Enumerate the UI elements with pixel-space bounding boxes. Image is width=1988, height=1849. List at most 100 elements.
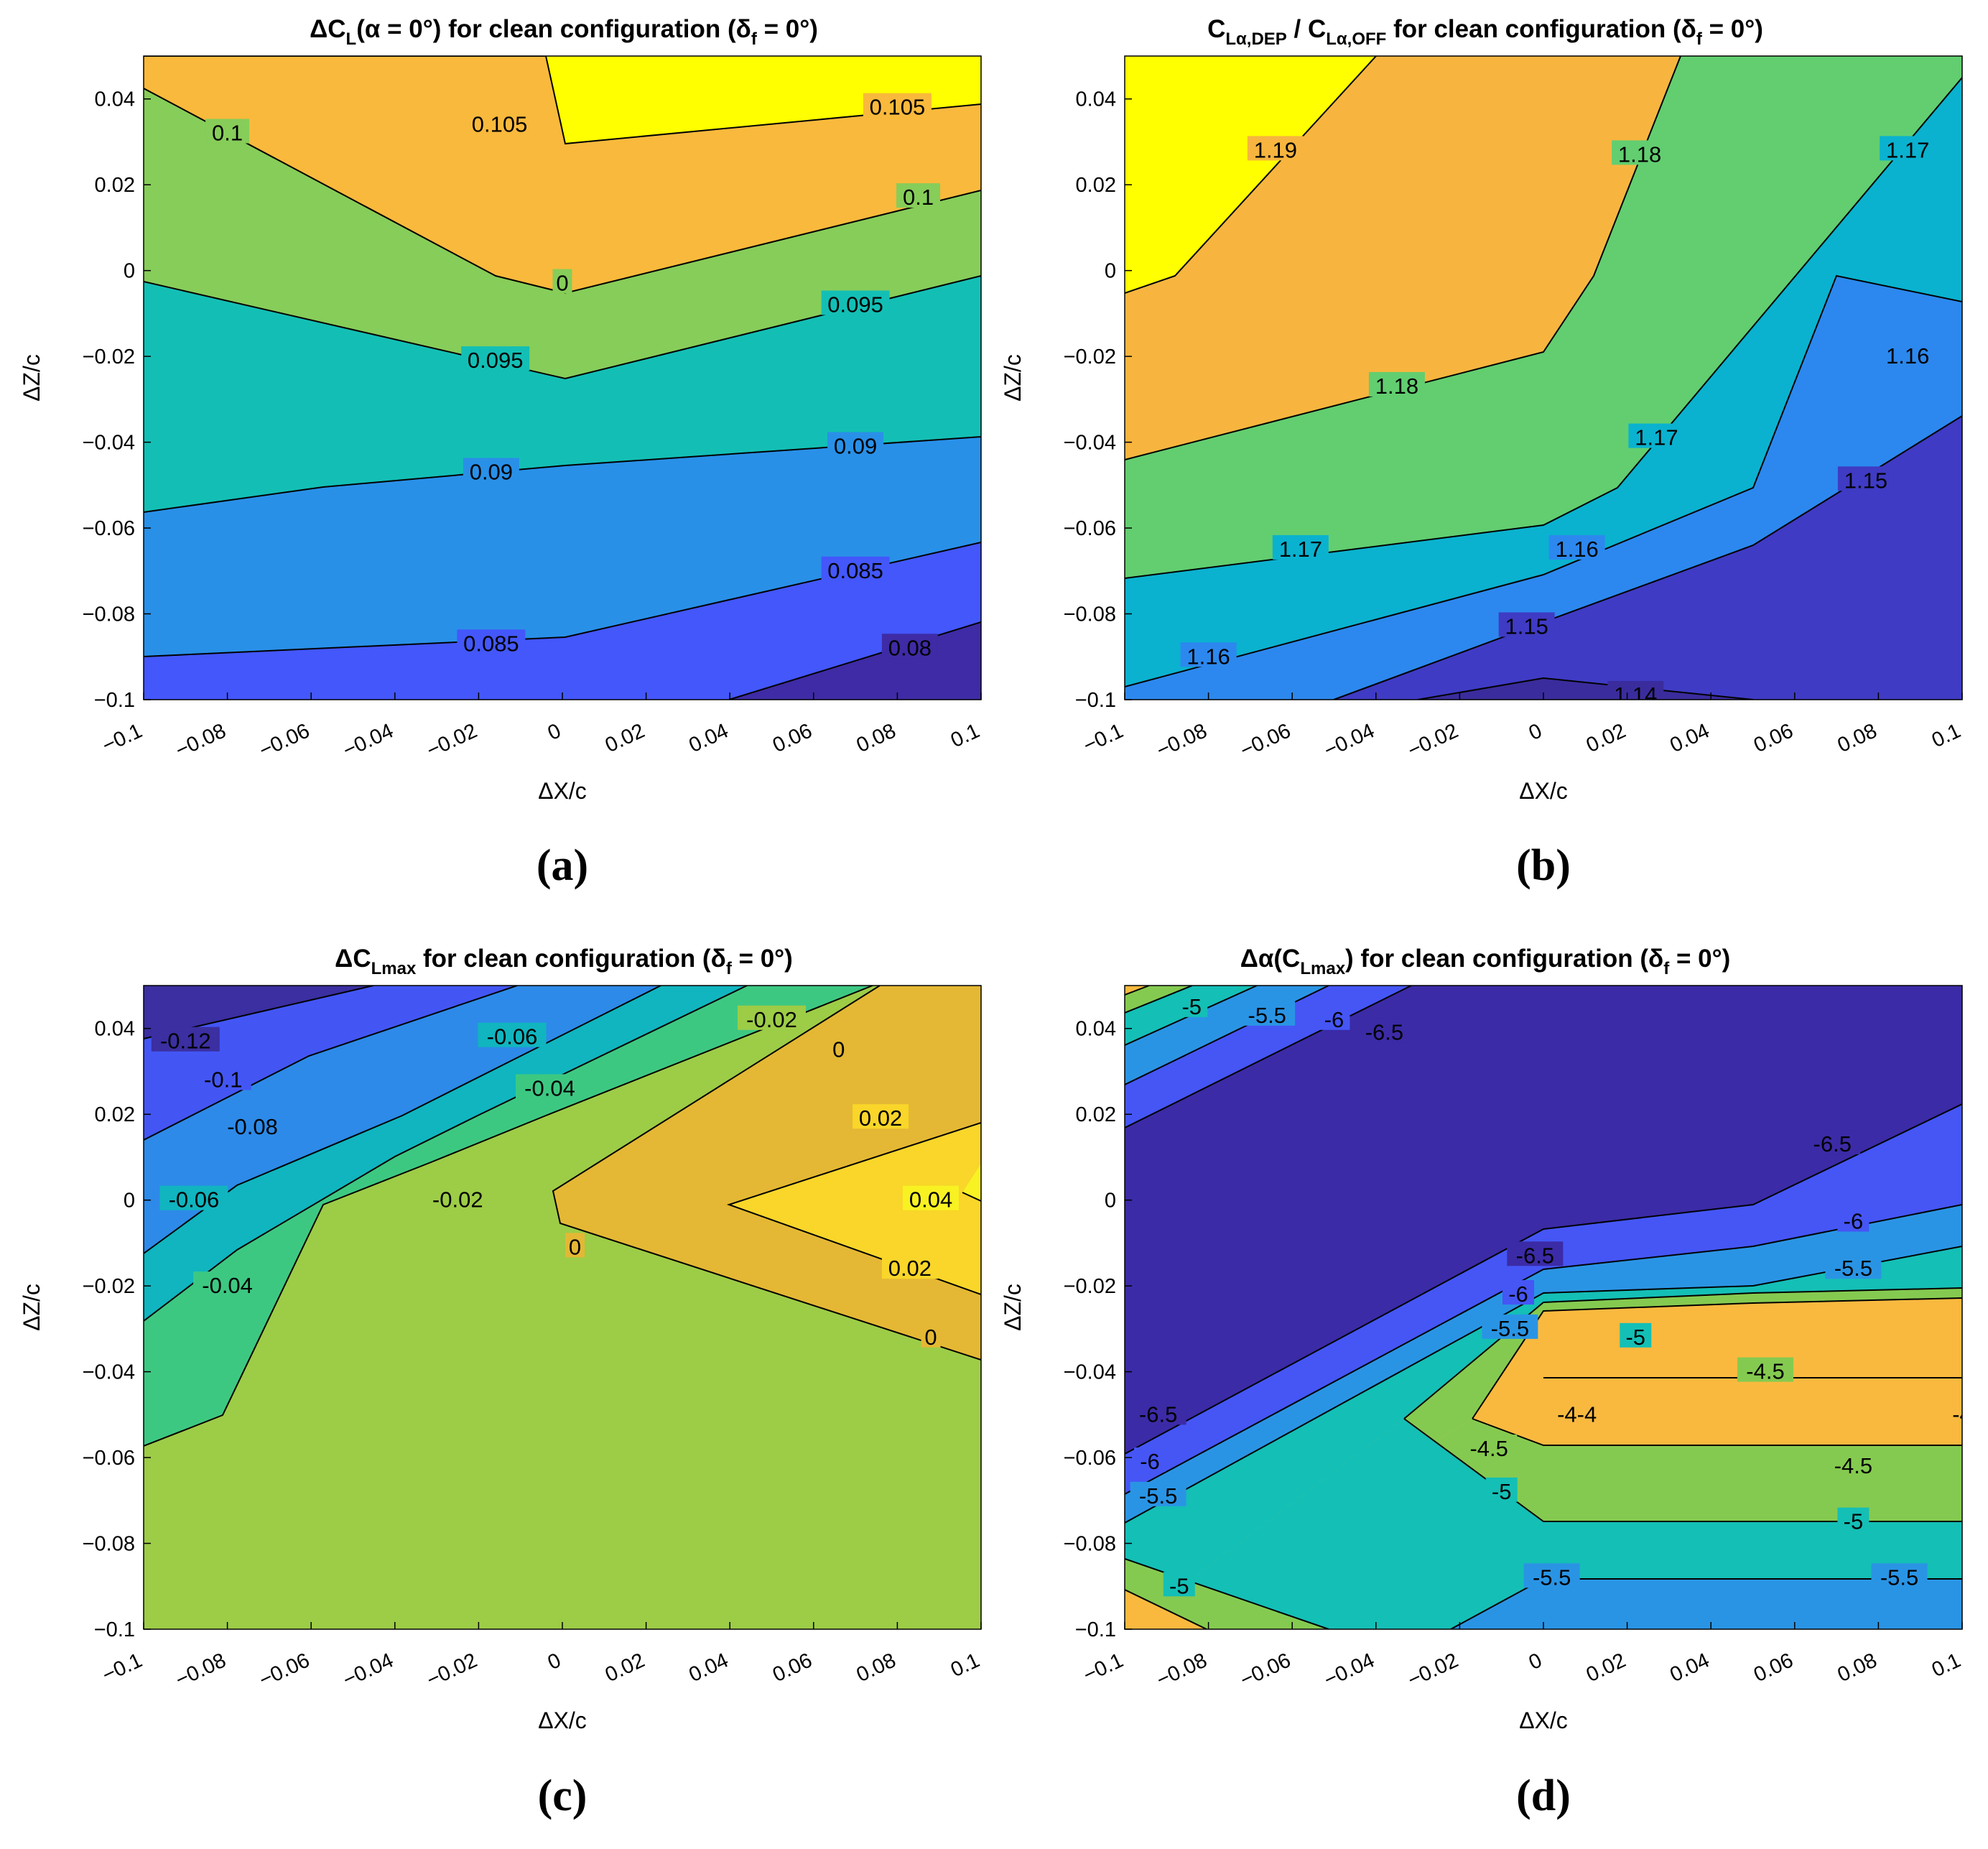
contour-label-text: -5 <box>1844 1509 1864 1534</box>
x-tick-label: 0.02 <box>602 719 649 757</box>
contour-label-bg <box>1498 612 1555 637</box>
contour-label-bg <box>1130 1400 1186 1425</box>
x-tick-label: −0.02 <box>1404 1649 1462 1692</box>
y-tick-label: −0.02 <box>83 1275 135 1298</box>
contour-label: 0 <box>921 1322 941 1350</box>
x-tick-label: 0.04 <box>685 719 732 757</box>
contour-label-text: -4.5 <box>1469 1436 1508 1461</box>
contour-label-text: 0 <box>832 1037 845 1062</box>
contour-label: -4.5 <box>1825 1452 1882 1478</box>
y-axis-label: ΔZ/c <box>19 1284 45 1331</box>
x-tick-label: −0.06 <box>256 719 313 762</box>
x-axis-label: ΔX/c <box>538 778 587 804</box>
contour-label-text: 0.085 <box>463 631 519 656</box>
x-tick-label: −0.02 <box>423 1649 480 1692</box>
contour-region <box>962 1164 981 1201</box>
contour-label-bg <box>1607 681 1664 700</box>
contour-label-bg <box>1837 466 1894 491</box>
x-tick-label: 0.06 <box>769 719 816 757</box>
contour-label: 0 <box>565 1233 585 1259</box>
contour-label-text: 0.02 <box>888 1256 932 1281</box>
y-tick-label: 0.04 <box>1076 88 1116 111</box>
y-tick-label: −0.1 <box>1075 689 1116 712</box>
contour-label-text: -0.02 <box>746 1007 797 1032</box>
contour-label: -6 <box>1837 1207 1869 1234</box>
contour-label-bg <box>1737 1357 1793 1382</box>
contour-label-bg <box>193 1271 262 1297</box>
y-tick-label: −0.1 <box>94 1618 135 1641</box>
y-tick-label: 0 <box>1105 1190 1116 1213</box>
y-tick-label: 0.02 <box>1076 1103 1116 1126</box>
chart-b-plot-area: 1.19 1.18 1.18 1.17 1.17 1.17 1.16 1.16 1.16 1.15… <box>1125 56 1962 700</box>
x-tick-label: −0.02 <box>423 719 480 762</box>
contour-label-text: 0.085 <box>827 558 883 583</box>
y-tick-label: −0.06 <box>83 1447 135 1470</box>
x-tick-label: −0.1 <box>1080 719 1127 757</box>
contour-label-text: -0.1 <box>204 1067 242 1092</box>
contour-label: -5.5 <box>1523 1563 1580 1590</box>
x-tick-label: 0 <box>544 719 565 745</box>
contour-label-bg <box>1804 1130 1861 1155</box>
contour-label: 1.17 <box>1272 534 1329 562</box>
contour-label: -5.5 <box>1130 1481 1186 1509</box>
contour-label-text: -4 <box>1952 1401 1972 1427</box>
contour-line <box>1403 1418 1962 1522</box>
x-tick-label: 0.08 <box>1834 719 1881 757</box>
contour-labels-a: 0.105 0.105 0.1 0 0.1 0.095 0.095 0.09 0.09 0.085… <box>205 93 941 660</box>
y-tick-label: 0.02 <box>1076 174 1116 197</box>
y-tick-label: −0.08 <box>1064 1533 1116 1556</box>
contour-label: 0.02 <box>881 1254 938 1281</box>
contour-label-bg <box>565 1233 585 1258</box>
x-tick-label: 0.02 <box>1583 719 1630 757</box>
chart-b: CLα,DEP / CLα,OFF for clean configuratio… <box>1124 15 1963 700</box>
contour-label-bg <box>896 183 941 208</box>
contour-region <box>1418 678 1753 700</box>
chart-b-title: CLα,DEP / CLα,OFF for clean configuratio… <box>1207 15 1763 49</box>
contour-label-bg <box>881 634 938 659</box>
contour-label-text: 1.16 <box>1555 537 1598 562</box>
contour-label-text: -6.5 <box>1516 1243 1554 1268</box>
contour-label-bg <box>465 110 534 135</box>
contour-line <box>144 986 873 1447</box>
contour-label: -6 <box>1133 1447 1166 1474</box>
contour-label: 1.18 <box>1368 371 1425 399</box>
contour-label: -5 <box>1176 992 1208 1019</box>
contour-label-text: 1.15 <box>1844 468 1887 493</box>
contour-region <box>729 1123 981 1294</box>
contour-label: -5.5 <box>1482 1314 1538 1341</box>
contour-label-bg <box>881 1254 938 1279</box>
contour-label-bg <box>1133 1447 1166 1473</box>
contour-label-bg <box>1523 1563 1580 1588</box>
x-tick-label: 0.08 <box>853 1649 900 1687</box>
contour-label-bg <box>1837 1207 1869 1232</box>
y-tick-label: −0.02 <box>83 346 135 369</box>
contour-label-bg <box>1548 534 1605 560</box>
contour-label-bg <box>1485 1477 1518 1502</box>
y-tick-label: −0.04 <box>83 432 135 455</box>
contour-label: -4.5 <box>1461 1435 1518 1461</box>
contour-label-text: 0.095 <box>468 348 524 373</box>
contour-label-text: -4-4 <box>1557 1401 1597 1427</box>
contour-label-bg <box>1620 1322 1652 1348</box>
contour-label-bg <box>1628 423 1685 448</box>
contour-label: 0.085 <box>821 556 890 583</box>
x-tick-label: 0.02 <box>602 1649 649 1687</box>
contour-label-bg <box>1368 371 1425 397</box>
contour-label-bg <box>1482 1314 1538 1339</box>
contour-label-bg <box>516 1074 585 1099</box>
x-tick-label: 0 <box>544 1649 565 1674</box>
x-tick-label: −0.1 <box>1080 1649 1127 1687</box>
contour-label-bg <box>552 269 572 294</box>
contour-label: 1.17 <box>1880 136 1936 162</box>
contour-label-text: 1.17 <box>1635 425 1678 450</box>
contour-label-bg <box>478 1022 547 1047</box>
contour-label: -0.08 <box>218 1113 287 1139</box>
contour-label-text: -5.5 <box>1248 1003 1286 1028</box>
x-tick-label: 0.08 <box>1834 1649 1881 1687</box>
contour-label: -0.02 <box>738 1005 806 1032</box>
contour-label-text: 0 <box>569 1234 581 1259</box>
contour-label: -0.02 <box>423 1185 492 1213</box>
contour-line <box>144 56 981 145</box>
contour-label: 0.08 <box>881 634 938 660</box>
contour-label-text: -0.08 <box>227 1114 278 1139</box>
